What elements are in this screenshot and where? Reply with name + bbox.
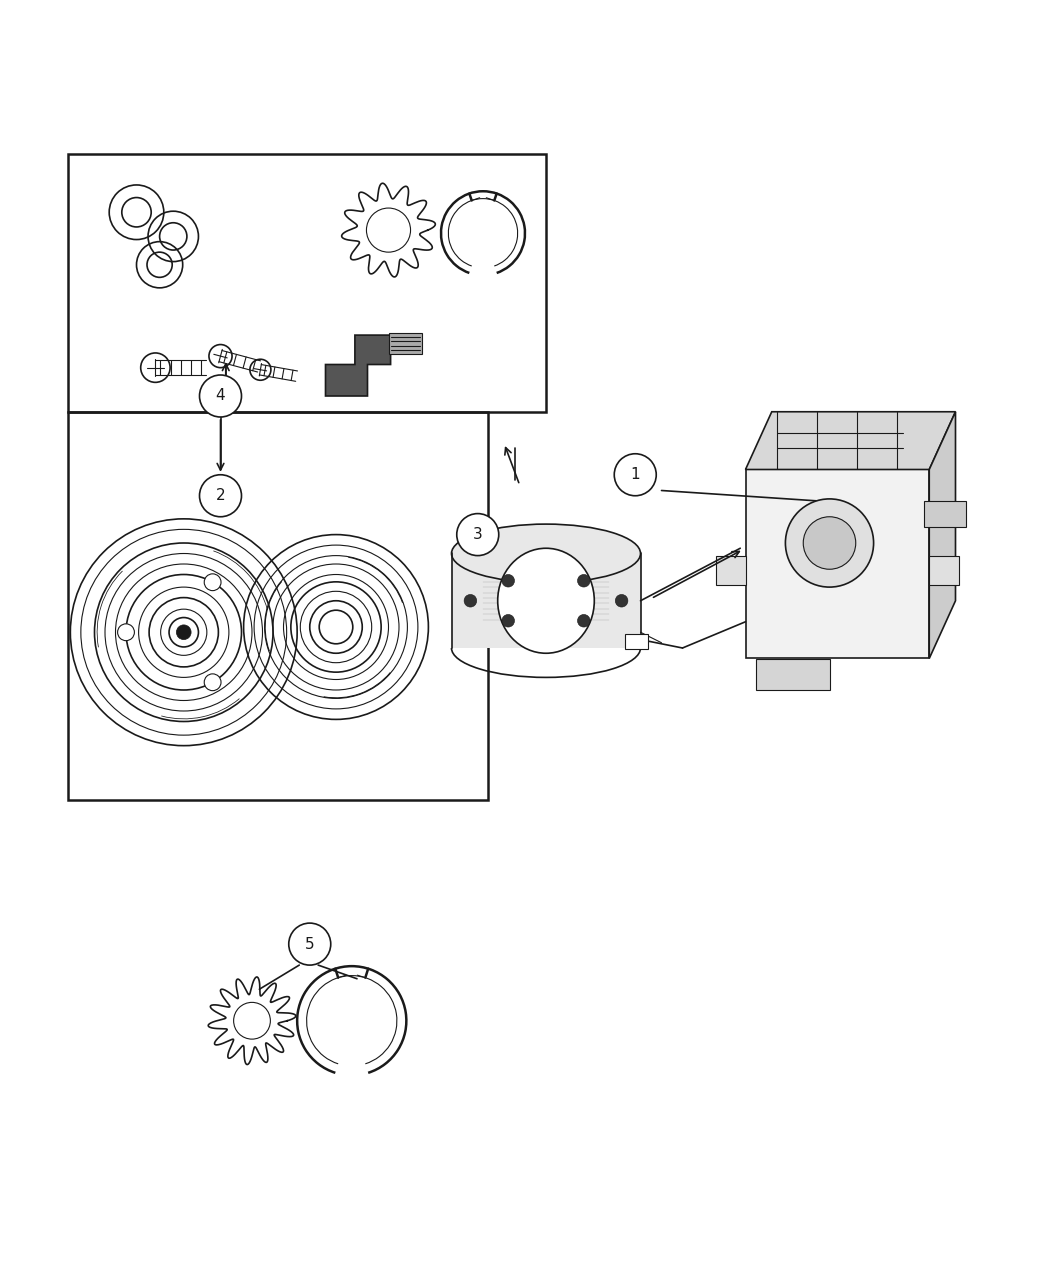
Circle shape	[578, 575, 590, 586]
Text: 3: 3	[472, 527, 483, 542]
Bar	[929, 556, 959, 585]
Circle shape	[578, 615, 590, 627]
Text: 4: 4	[215, 389, 226, 403]
Bar	[625, 635, 648, 649]
Circle shape	[250, 360, 271, 380]
Circle shape	[502, 575, 514, 586]
Circle shape	[502, 615, 514, 627]
Bar	[388, 333, 422, 354]
Circle shape	[289, 923, 331, 965]
Circle shape	[200, 474, 242, 516]
Bar	[68, 412, 488, 801]
Text: 5: 5	[304, 937, 315, 951]
Text: 1: 1	[630, 467, 640, 482]
Circle shape	[118, 623, 134, 640]
Text: 2: 2	[215, 488, 226, 504]
Circle shape	[464, 594, 477, 607]
Polygon shape	[929, 412, 956, 658]
Bar	[756, 658, 830, 690]
Circle shape	[319, 611, 353, 644]
Circle shape	[457, 514, 499, 556]
Polygon shape	[746, 412, 956, 469]
Ellipse shape	[452, 524, 640, 583]
Circle shape	[204, 674, 220, 691]
Bar	[716, 556, 745, 585]
Circle shape	[785, 499, 874, 586]
PathPatch shape	[452, 553, 640, 648]
Circle shape	[209, 344, 232, 367]
Circle shape	[803, 516, 856, 569]
Bar	[746, 469, 929, 658]
Circle shape	[141, 353, 170, 382]
Circle shape	[176, 625, 191, 640]
Circle shape	[204, 574, 220, 590]
Bar	[68, 154, 546, 412]
Ellipse shape	[498, 548, 594, 653]
Circle shape	[615, 594, 628, 607]
Polygon shape	[326, 335, 420, 397]
Bar	[924, 501, 966, 528]
Circle shape	[614, 454, 656, 496]
Circle shape	[200, 375, 242, 417]
